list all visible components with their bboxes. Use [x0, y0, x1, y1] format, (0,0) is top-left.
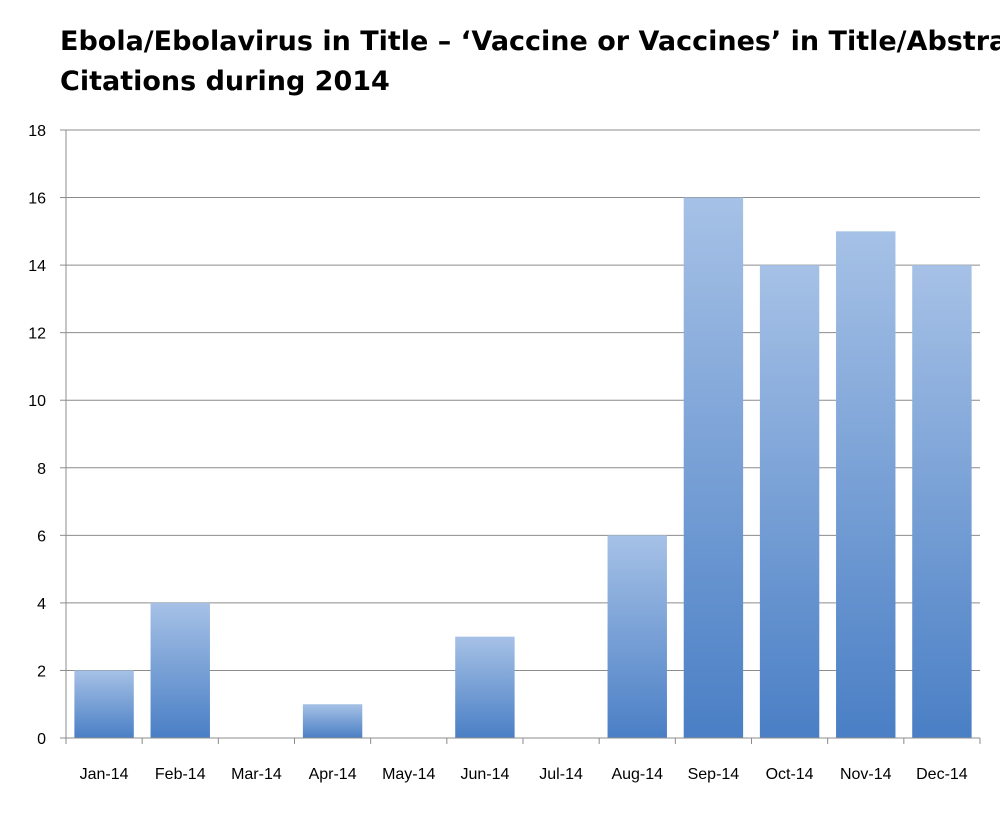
gridlines	[66, 129, 980, 671]
x-tick-label: Aug-14	[611, 766, 663, 783]
x-tick-label: Jan-14	[80, 766, 129, 783]
bar-apr-14	[302, 704, 363, 738]
y-tick-label: 12	[28, 326, 46, 343]
y-tick-label: 4	[37, 596, 46, 613]
y-tick-label: 6	[37, 528, 46, 545]
y-tick-label: 0	[37, 731, 46, 748]
y-tick-label: 2	[37, 663, 46, 680]
bar-feb-14	[150, 602, 210, 738]
y-tick-label: 16	[28, 191, 46, 208]
bars	[74, 197, 972, 739]
bar-aug-14	[607, 535, 667, 738]
x-tick-label: May-14	[382, 766, 435, 783]
bar-nov-14	[836, 231, 896, 739]
chart-title-line-2: Citations during 2014	[60, 66, 390, 97]
x-tick-label: Nov-14	[840, 766, 892, 783]
bar-jan-14	[74, 670, 134, 738]
x-tick-label: Mar-14	[231, 766, 282, 783]
y-tick-labels: 0 2 4 6 8 10 12 14 16 18	[28, 123, 66, 748]
chart-title-line-1: Ebola/Ebolavirus in Title – ‘Vaccine or …	[60, 26, 1000, 57]
x-tick-label: Feb-14	[155, 766, 206, 783]
y-tick-label: 14	[28, 258, 46, 275]
x-tick-label: Dec-14	[916, 766, 968, 783]
bar-jun-14	[455, 636, 515, 738]
x-tick-label: Oct-14	[766, 766, 814, 783]
y-tick-label: 18	[28, 123, 46, 140]
y-tick-label: 8	[37, 461, 46, 478]
x-tick-labels: Jan-14 Feb-14 Mar-14 Apr-14 May-14 Jun-14 Jul-…	[65, 738, 981, 783]
x-tick-label: Jul-14	[539, 766, 583, 783]
x-tick-label: Jun-14	[460, 766, 509, 783]
bar-oct-14	[759, 265, 820, 738]
bar-sep-14	[683, 197, 744, 739]
y-tick-label: 10	[28, 393, 46, 410]
x-tick-label: Sep-14	[688, 766, 740, 783]
chart-title: Ebola/Ebolavirus in Title – ‘Vaccine or …	[60, 22, 1000, 102]
x-tick-label: Apr-14	[309, 766, 357, 783]
bar-dec-14	[912, 265, 972, 738]
